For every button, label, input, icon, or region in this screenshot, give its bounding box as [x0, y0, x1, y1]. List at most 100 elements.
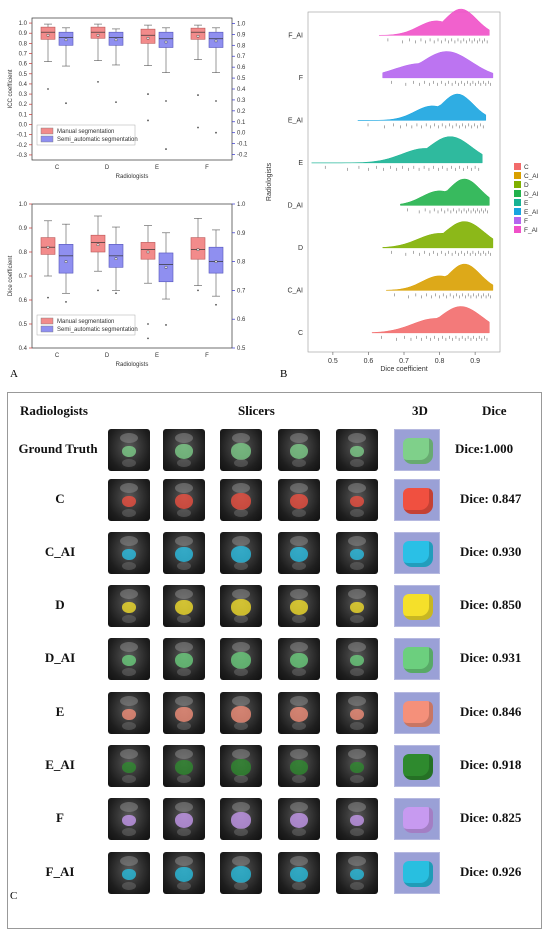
y-tick-label: C_AI: [287, 287, 303, 294]
segmentation-overlay: [122, 814, 136, 826]
legend-swatch: [40, 317, 54, 325]
segmentation-overlay: [230, 705, 252, 723]
segmentation-overlay: [175, 443, 193, 459]
y2-tick-label: 0.6: [237, 65, 246, 71]
segmentation-overlay: [122, 654, 136, 666]
box: [190, 237, 206, 260]
outlier-point: [165, 100, 167, 102]
mri-slice: [336, 692, 378, 734]
segmentation-overlay: [350, 708, 364, 720]
y-tick-label: 0.0: [19, 123, 28, 129]
mean-marker: [214, 39, 218, 43]
row-name: F: [56, 810, 64, 825]
outlier-point: [147, 93, 149, 95]
mean-marker: [64, 260, 68, 263]
outlier-point: [65, 301, 67, 303]
density-c-ai: [385, 263, 494, 291]
mri-slice: [278, 585, 320, 627]
mri-slice: [108, 798, 150, 840]
outlier-point: [47, 296, 49, 299]
3d-prostate-model: [403, 701, 433, 727]
mri-slice: [108, 852, 150, 894]
segmentation-overlay: [350, 548, 364, 560]
row-name: C: [55, 491, 65, 506]
y2-tick-label: 0.0: [237, 131, 246, 137]
mri-slice: [220, 429, 262, 471]
x-tick-label: 0.6: [364, 358, 374, 365]
segmentation-overlay: [175, 546, 193, 562]
mri-slice: [278, 638, 320, 680]
3d-prostate-model: [403, 541, 433, 567]
outlier-point: [197, 289, 199, 292]
mri-slice: [278, 479, 320, 521]
header-radiologists: Radiologists: [20, 403, 88, 418]
x-tick-label: 0.5: [328, 358, 338, 365]
y2-tick-label: -0.1: [237, 142, 248, 148]
row-name: Ground Truth: [18, 441, 98, 456]
3d-render: [394, 532, 440, 574]
outlier-point: [215, 100, 217, 102]
segmentation-overlay: [175, 759, 193, 775]
box: [190, 27, 206, 40]
segmentation-overlay: [350, 868, 364, 880]
mri-slice: [336, 745, 378, 787]
mri-slice: [163, 638, 205, 680]
y-tick-label: F_AI: [288, 32, 303, 39]
segmentation-overlay: [230, 492, 252, 510]
y-tick-label: E: [298, 160, 303, 167]
segmentation-overlay: [175, 652, 193, 668]
density-f: [382, 51, 494, 79]
row-name: E: [55, 704, 65, 719]
y-tick-label: 0.6: [19, 62, 28, 68]
mri-slice: [336, 852, 378, 894]
y-tick-label: C: [298, 330, 303, 337]
box: [40, 26, 56, 40]
dice-value: Dice: 0.846: [460, 704, 522, 719]
mri-slice: [220, 585, 262, 627]
segmentation-overlay: [230, 865, 252, 883]
segmentation-overlay: [122, 761, 136, 773]
box: [158, 31, 174, 48]
outlier-point: [215, 303, 217, 306]
y2-tick-label: 0.9: [237, 32, 246, 38]
legend-swatch: [40, 127, 54, 135]
3d-render: [394, 479, 440, 521]
y-tick-label: 0.4: [19, 82, 28, 88]
segmentation-overlay: [350, 761, 364, 773]
box: [58, 244, 74, 274]
mri-slice: [163, 692, 205, 734]
x-tick-label: F: [205, 165, 209, 171]
row-name: D: [55, 597, 65, 612]
segmentation-overlay: [230, 545, 252, 563]
row-name: C_AI: [44, 544, 76, 559]
x-tick-label: E: [155, 165, 159, 171]
density-c: [371, 306, 490, 334]
mri-slice: [278, 798, 320, 840]
outlier-point: [47, 88, 49, 90]
x-tick-label: 0.8: [435, 358, 445, 365]
segmentation-overlay: [350, 654, 364, 666]
row-name: F_AI: [45, 864, 75, 879]
mri-slice: [108, 532, 150, 574]
segmentation-overlay: [122, 548, 136, 560]
mean-marker: [146, 37, 150, 40]
x-tick-label: C: [55, 165, 60, 171]
segmentation-overlay: [290, 652, 308, 668]
mean-marker: [214, 260, 218, 263]
y-tick-label: F: [299, 75, 303, 82]
mri-slice: [336, 429, 378, 471]
mean-marker: [96, 34, 100, 37]
dice-value: Dice: 0.825: [460, 810, 522, 825]
legend-swatch: [514, 172, 521, 179]
3d-render: [394, 692, 440, 734]
mri-slice: [278, 852, 320, 894]
3d-render: [394, 798, 440, 840]
y-tick-label: 0.3: [19, 92, 28, 98]
legend-swatch: [514, 199, 521, 206]
legend-swatch: [514, 208, 521, 215]
y-tick-label: 0.7: [19, 274, 28, 280]
mri-slice: [108, 638, 150, 680]
x-tick-label: C: [55, 353, 60, 359]
outlier-point: [115, 101, 117, 104]
dice-value: Dice: 0.930: [460, 544, 522, 559]
